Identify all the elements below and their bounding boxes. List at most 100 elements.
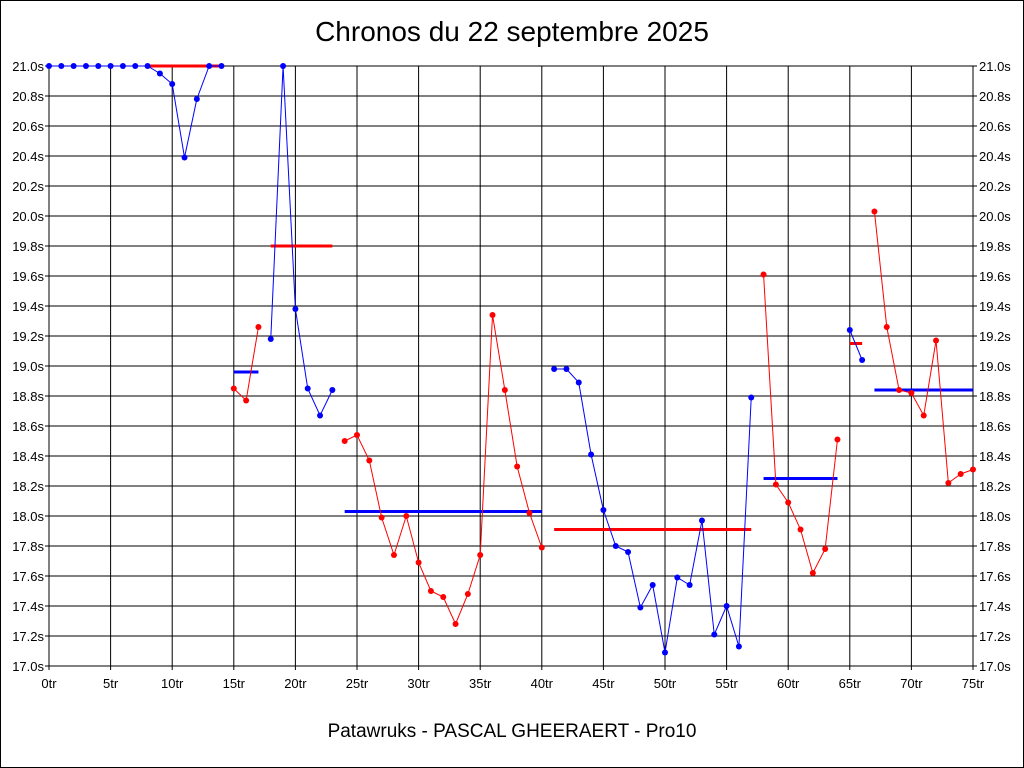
data-point [600,507,607,513]
data-point [883,324,890,330]
data-point [920,412,927,419]
y-tick-label-right: 18.0s [979,509,1011,524]
data-point [662,649,668,656]
y-tick-label-right: 18.6s [979,419,1011,434]
y-tick-label-left: 17.0s [12,659,44,674]
data-point [625,549,632,555]
y-tick-label-left: 17.2s [12,629,44,644]
data-point [452,621,459,627]
series-line [233,326,259,402]
data-point [970,466,976,473]
data-point [834,436,841,443]
series-line [270,65,333,417]
data-point [206,63,213,69]
data-point [945,480,952,486]
y-tick-label-right: 19.0s [979,359,1011,374]
y-tick-label-left: 18.0s [12,509,44,524]
data-point [415,559,422,566]
data-point [440,594,447,600]
data-point [871,208,878,215]
data-point [686,582,693,588]
y-tick-label-left: 19.6s [12,269,44,284]
y-tick-label-left: 18.2s [12,479,44,494]
data-point [514,463,521,470]
data-point [908,390,915,396]
x-tick-label: 65tr [839,676,862,691]
data-point [551,366,558,372]
data-point [255,324,262,330]
y-tick-label-left: 19.8s [12,239,44,254]
y-tick-label-left: 20.2s [12,179,44,194]
data-point [193,96,200,102]
y-tick-label-left: 17.4s [12,599,44,614]
data-point [58,63,65,69]
y-tick-label-right: 20.4s [979,149,1011,164]
y-tick-label-right: 17.2s [979,629,1011,644]
data-point [846,327,853,333]
x-tick-label: 0tr [41,676,57,691]
x-tick-label: 20tr [284,676,307,691]
data-point [378,514,385,521]
y-tick-label-right: 17.4s [979,599,1011,614]
data-point [563,366,570,372]
data-point [760,271,767,278]
y-tick-label-right: 17.6s [979,569,1011,584]
data-point [280,63,287,69]
data-point [526,510,533,516]
data-point [575,379,582,386]
data-point [243,397,250,404]
data-point [107,63,114,69]
data-point [70,63,77,69]
y-tick-label-right: 19.6s [979,269,1011,284]
data-point [329,387,336,393]
series-line [49,65,222,158]
data-point [797,526,804,533]
x-tick-label: 40tr [531,676,554,691]
y-tick-label-right: 19.8s [979,239,1011,254]
y-tick-label-left: 18.6s [12,419,44,434]
y-tick-label-left: 18.8s [12,389,44,404]
y-tick-label-right: 20.8s [979,89,1011,104]
data-point [501,387,508,393]
data-point [144,63,151,69]
data-point [169,81,176,87]
x-tick-label: 35tr [469,676,492,691]
data-point [896,387,903,393]
data-point [267,336,274,342]
y-tick-label-left: 21.0s [12,59,44,74]
data-point [156,70,163,77]
y-tick-label-right: 20.2s [979,179,1011,194]
y-tick-label-left: 20.0s [12,209,44,224]
data-point [637,604,644,611]
series-line [344,314,543,626]
x-tick-label: 30tr [407,676,430,691]
data-point [95,63,102,69]
y-tick-label-right: 17.8s [979,539,1011,554]
data-point [403,513,410,519]
data-point [292,306,299,312]
y-tick-label-left: 18.4s [12,449,44,464]
y-tick-label-left: 20.8s [12,89,44,104]
data-point [489,312,496,318]
data-point [957,471,964,477]
data-point [132,63,139,69]
data-point [317,412,324,419]
data-point [230,385,237,392]
x-tick-label: 75tr [962,676,985,691]
series-line [849,329,863,361]
data-point [772,481,779,488]
data-point [748,394,755,401]
data-point [698,517,705,524]
chart-title: Chronos du 22 septembre 2025 [315,16,709,47]
data-point [588,451,595,458]
data-point [785,499,792,506]
data-point [341,438,348,444]
data-point [218,63,225,69]
data-point [119,63,126,69]
x-tick-label: 5tr [103,676,119,691]
x-tick-label: 25tr [346,676,369,691]
y-tick-label-left: 19.0s [12,359,44,374]
data-point [735,643,742,650]
